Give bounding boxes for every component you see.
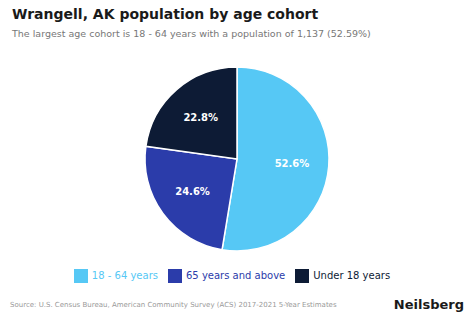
html-text:Source: U.S. Census Bureau, Am: Source: U.S. Census Bureau, American Com…: [10, 301, 337, 309]
html-text:65 years and above: 65 years and above: [186, 270, 286, 281]
svg-text:22.8%: 22.8%: [183, 112, 218, 123]
html-text:Under 18 years: Under 18 years: [313, 270, 391, 281]
svg-text:24.6%: 24.6%: [175, 186, 210, 197]
html-text:18 - 64 years: 18 - 64 years: [91, 270, 158, 281]
html-text:Neilsberg: Neilsberg: [393, 297, 464, 312]
svg-text:52.6%: 52.6%: [275, 158, 310, 169]
html-text:Wrangell, AK population by age: Wrangell, AK population by age cohort: [12, 6, 319, 22]
html-text:The largest age cohort is 18 -: The largest age cohort is 18 - 64 years …: [12, 28, 371, 39]
